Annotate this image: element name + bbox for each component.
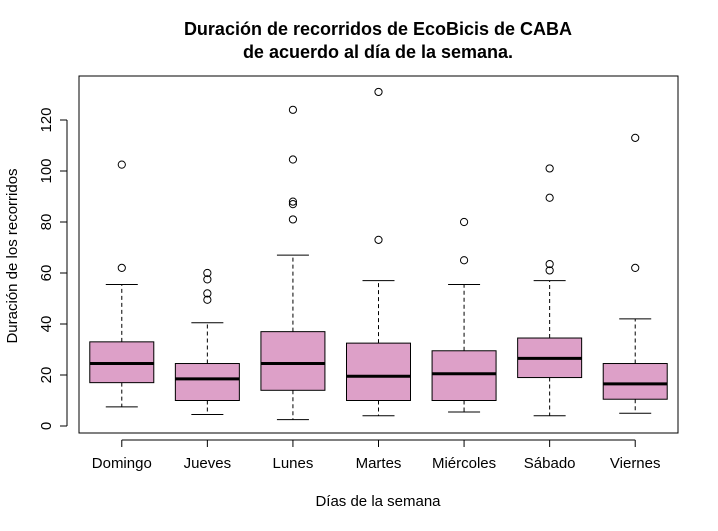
y-axis-label: Duración de los recorridos [4, 168, 21, 343]
outlier-point [203, 275, 212, 284]
x-tick-label: Sábado [524, 455, 576, 472]
y-tick-label: 80 [38, 214, 55, 231]
x-tick-label: Martes [356, 455, 402, 472]
y-tick-label: 100 [38, 158, 55, 183]
box-Viernes [602, 363, 668, 400]
outlier-point [203, 289, 212, 298]
x-tick-label: Jueves [184, 455, 232, 472]
box-Miércoles [431, 350, 497, 401]
outlier-point [203, 295, 212, 304]
outlier-point [545, 259, 554, 269]
outlier-point [288, 197, 298, 206]
outlier-point [288, 105, 298, 114]
outlier-point [545, 266, 554, 275]
chart-subtitle: de acuerdo al día de la semana. [243, 42, 513, 62]
y-tick-label: 120 [38, 107, 55, 132]
box-Martes [346, 342, 411, 401]
outlier-point [117, 263, 126, 272]
x-tick-label: Domingo [92, 455, 152, 472]
outlier-point [288, 155, 298, 164]
outlier-point [545, 193, 554, 202]
outlier-point [631, 263, 640, 272]
box-Lunes [260, 331, 326, 391]
x-tick-label: Miércoles [432, 455, 496, 472]
outlier-point [631, 133, 640, 142]
y-tick-label: 0 [38, 422, 55, 430]
outlier-point [374, 87, 383, 97]
y-tick-label: 20 [38, 367, 55, 384]
outlier-point [459, 256, 469, 265]
outlier-point [288, 200, 298, 209]
outlier-point [459, 217, 469, 227]
x-tick-label: Lunes [272, 455, 313, 472]
outlier-point [288, 215, 298, 224]
chart-title: Duración de recorridos de EcoBicis de CA… [184, 19, 572, 39]
plot-area: 0 20 40 60 80 100 120 Domingo Jueves Lunes Martes M… [38, 75, 679, 472]
plot-frame [78, 75, 679, 434]
outlier-point [117, 160, 126, 169]
y-tick-label: 60 [38, 265, 55, 282]
outlier-point [545, 164, 554, 173]
outlier-point [203, 268, 212, 278]
outlier-point [374, 235, 383, 244]
x-axis-label: Días de la semana [315, 493, 441, 510]
box-Jueves [174, 363, 240, 401]
x-tick-label: Viernes [610, 455, 661, 472]
y-tick-label: 40 [38, 316, 55, 333]
